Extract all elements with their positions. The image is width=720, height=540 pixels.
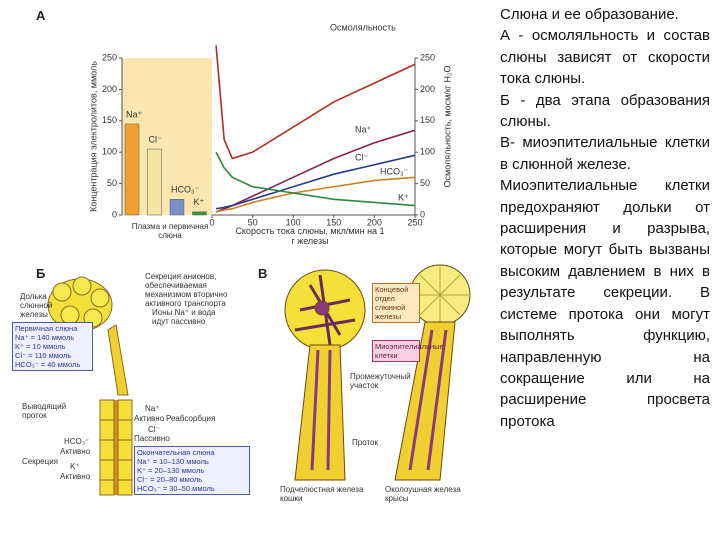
bar-label: Cl⁻	[149, 134, 162, 144]
text-line: А - осмоляльность и состав слюны зависят…	[500, 27, 710, 88]
label: Выводящий проток	[22, 402, 67, 420]
label: Cl⁻	[148, 425, 160, 434]
label: Проток	[352, 438, 378, 447]
x-tick-label: 250	[407, 217, 422, 227]
text-heading: Слюна и ее образование.	[500, 6, 679, 23]
label: Активно	[60, 472, 91, 481]
duct-drawing	[99, 399, 133, 496]
box-row: Na⁺ = 10–130 ммоль	[137, 457, 209, 466]
box-row: K⁺ = 20–130 ммоль	[137, 466, 205, 475]
y-tick-label: 50	[420, 178, 430, 188]
bar-label: K⁺	[194, 197, 205, 207]
y-tick-label: 200	[420, 84, 435, 94]
box-row: Na⁺ = 140 ммоль	[15, 333, 75, 342]
box-title: Первичная слюна	[15, 324, 78, 333]
box-row: Cl⁻ = 110 ммоль	[15, 351, 72, 360]
label: Na⁺	[145, 404, 160, 413]
label: Ионы Na⁺ и вода идут пассивно	[152, 308, 216, 326]
label: Реабсорбция	[166, 414, 216, 423]
series-label: Na⁺	[355, 124, 372, 134]
final-saliva: Окончательная слюна Na⁺ = 10–130 ммоль K…	[134, 446, 250, 495]
y-tick-label: 150	[420, 115, 435, 125]
y-tick-label: 0	[112, 209, 117, 219]
x-tick-label: 200	[367, 217, 382, 227]
label: Подчелюстная железа кошки	[280, 485, 364, 503]
label-box: Концевой отдел слюнной железы	[372, 283, 420, 323]
label: HCO₃⁻	[64, 437, 90, 446]
series-label: Cl⁻	[355, 152, 368, 162]
y-tick-label: 100	[420, 147, 435, 157]
label: Секреция анионов, обеспечиваемая механиз…	[145, 272, 228, 308]
label: Околоушная железа крысы	[385, 485, 461, 503]
label: Активно	[134, 414, 165, 423]
series-line	[215, 151, 416, 207]
box-row: HCO₃⁻ = 30–50 ммоль	[137, 484, 215, 493]
panel-label: В	[258, 266, 268, 281]
y-axis-label: Концентрация электролитов, ммоль	[88, 61, 98, 212]
y-tick-label: 200	[102, 84, 117, 94]
box-row: Cl⁻ = 20–80 ммоль	[137, 475, 203, 484]
label: Секреция	[22, 457, 59, 466]
bar	[124, 123, 140, 216]
bar-label: HCO₃⁻	[171, 185, 200, 195]
text-line: В- миоэпителиальные клетки в слюнной жел…	[500, 134, 710, 173]
x-tick-label: 100	[286, 217, 301, 227]
label: Промежуточный участок	[350, 372, 411, 390]
primary-saliva: Первичная слюна Na⁺ = 140 ммоль K⁺ = 10 …	[12, 322, 93, 371]
label: Долька слюнной железы	[20, 292, 53, 319]
panel-label: А	[36, 8, 46, 23]
bar-label: Na⁺	[126, 109, 143, 119]
y-tick-label: 50	[107, 178, 117, 188]
bar	[169, 199, 185, 216]
y-tick-label: 0	[420, 209, 425, 219]
series-label: Осмоляльность	[330, 22, 396, 32]
bar	[192, 211, 207, 216]
text-paragraph: Миоэпителиальные клетки предохраняют дол…	[500, 177, 710, 430]
box-row: K⁺ = 10 ммоль	[15, 342, 66, 351]
bar	[147, 148, 162, 216]
box-title: Окончательная слюна	[137, 448, 215, 457]
x-axis-label: Плазма и первичная слюна	[131, 222, 209, 240]
description: Слюна и ее образование. А - осмоляльност…	[500, 4, 710, 432]
x-axis-label: Скорость тока слюны, мкл/мин на 1 г желе…	[235, 226, 385, 246]
y-tick-label: 100	[102, 147, 117, 157]
myoepithelial-drawing	[284, 264, 471, 481]
lobe-drawing	[47, 276, 129, 396]
label-box: Миоэпителиальные клетки	[372, 340, 444, 362]
y-tick-label: 150	[102, 115, 117, 125]
label: Активно	[60, 447, 91, 456]
x-tick-label: 150	[326, 217, 341, 227]
label: K⁺	[70, 462, 80, 471]
series-label: HCO₃⁻	[380, 166, 409, 176]
series-line	[215, 129, 416, 213]
series-line	[215, 176, 416, 213]
y-tick-label: 250	[420, 52, 435, 62]
y-tick-label: 250	[102, 52, 117, 62]
label: Пассивно	[134, 434, 170, 443]
panel-label: Б	[36, 266, 46, 281]
y-axis-label: Осмоляльность, мосм/кг H₂O	[442, 66, 452, 188]
box-row: HCO₃⁻ = 40 ммоль	[15, 360, 81, 369]
series-line	[215, 45, 416, 160]
series-label: K⁺	[398, 192, 409, 202]
x-tick-label: 50	[248, 217, 258, 227]
text-line: Б - два этапа образования слюны.	[500, 91, 710, 131]
series-line	[215, 154, 416, 210]
x-tick-label: 0	[209, 217, 214, 227]
